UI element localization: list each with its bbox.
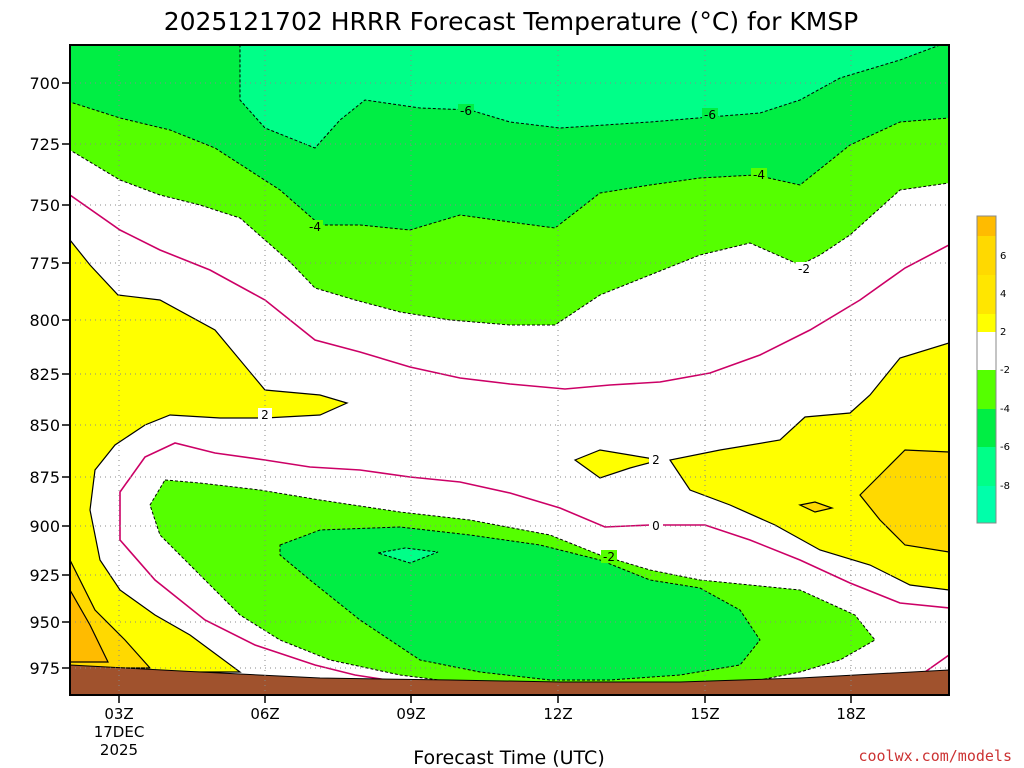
colorbar-tick: -4	[1000, 404, 1010, 415]
y-tick-label: 750	[29, 196, 60, 215]
colorbar-swatch	[977, 275, 996, 314]
y-axis: 700 725 750 775 800 825 850 875 900 925 …	[29, 74, 70, 678]
colorbar-tick: -2	[1000, 365, 1010, 376]
y-tick-label: 825	[29, 365, 60, 384]
colorbar-frame	[976, 215, 997, 524]
x-tick-label: 12Z	[543, 705, 572, 723]
y-tick-label: 925	[29, 566, 60, 585]
y-tick-label: 775	[29, 254, 60, 273]
terrain-ground	[70, 664, 949, 695]
colorbar-swatch	[977, 370, 996, 409]
band-4-to-6-right	[859, 449, 949, 553]
y-tick-label: 950	[29, 613, 60, 632]
colorbar-tick: -6	[1000, 442, 1010, 453]
colorbar-swatch	[977, 216, 996, 236]
x-tick-label: 09Z	[396, 705, 425, 723]
contour-label: -4	[753, 168, 765, 182]
x-tick-label: 03Z	[104, 705, 133, 723]
contour-label: -4	[309, 220, 321, 234]
y-tick-label: 725	[29, 135, 60, 154]
x-axis-title: Forecast Time (UTC)	[413, 747, 604, 768]
colorbar-swatch	[977, 314, 996, 332]
contour-label: -2	[798, 262, 810, 276]
x-year-label: 2025	[100, 741, 138, 759]
band-minus4-to-minus6-lower	[279, 526, 761, 681]
plot-frame	[69, 44, 950, 696]
isotherm-0-lower	[119, 442, 949, 691]
colorbar-tick: 4	[1000, 289, 1006, 300]
band-4-to-6-right-pocket	[798, 501, 835, 513]
grid	[70, 45, 949, 695]
contour-label: 2	[652, 453, 660, 467]
contour-label: -6	[460, 104, 472, 118]
x-tick-label: 18Z	[836, 705, 865, 723]
colorbar-swatch	[977, 447, 996, 486]
x-axis: 03Z 17DEC 2025 06Z 09Z 12Z 15Z 18Z	[94, 695, 866, 759]
colorbar-swatch	[977, 332, 996, 370]
y-tick-label: 875	[29, 468, 60, 487]
colorbar-swatch	[977, 486, 996, 523]
y-tick-label: 900	[29, 517, 60, 536]
x-date-label: 17DEC	[94, 723, 145, 741]
colorbar-tick: -8	[1000, 481, 1010, 492]
contour-label: -2	[603, 550, 615, 564]
y-tick-label: 975	[29, 659, 60, 678]
credit-link[interactable]: coolwx.com/models	[858, 747, 1012, 765]
colorbar-swatch	[977, 236, 996, 275]
band-6-plus-left	[70, 588, 109, 663]
plot-area: -6 -6 -4 -4 -2 2 2 0 -2	[70, 45, 949, 695]
isotherm-0-corner	[924, 654, 949, 673]
x-tick-label: 15Z	[690, 705, 719, 723]
y-tick-label: 800	[29, 311, 60, 330]
isotherm-0-upper	[70, 194, 949, 390]
band-2-to-4-left	[70, 239, 349, 673]
band-minus6-to-minus8-upper	[239, 45, 941, 149]
chart-title: 2025121702 HRRR Forecast Temperature (°C…	[164, 7, 859, 36]
contour-label: -6	[704, 108, 716, 122]
x-tick-label: 06Z	[250, 705, 279, 723]
colorbar-tick: 2	[1000, 327, 1006, 338]
y-tick-label: 850	[29, 416, 60, 435]
colorbar: 6 4 2 -2 -4 -6 -8	[976, 215, 1010, 524]
colorbar-swatch	[977, 409, 996, 447]
band-minus6-pocket	[377, 547, 439, 564]
contour-label: 0	[652, 519, 660, 533]
colorbar-tick: 6	[1000, 251, 1006, 262]
y-tick-label: 700	[29, 74, 60, 93]
contour-labels: -6 -6 -4 -4 -2 2 2 0 -2	[258, 104, 812, 564]
contour-label: 2	[261, 408, 269, 422]
